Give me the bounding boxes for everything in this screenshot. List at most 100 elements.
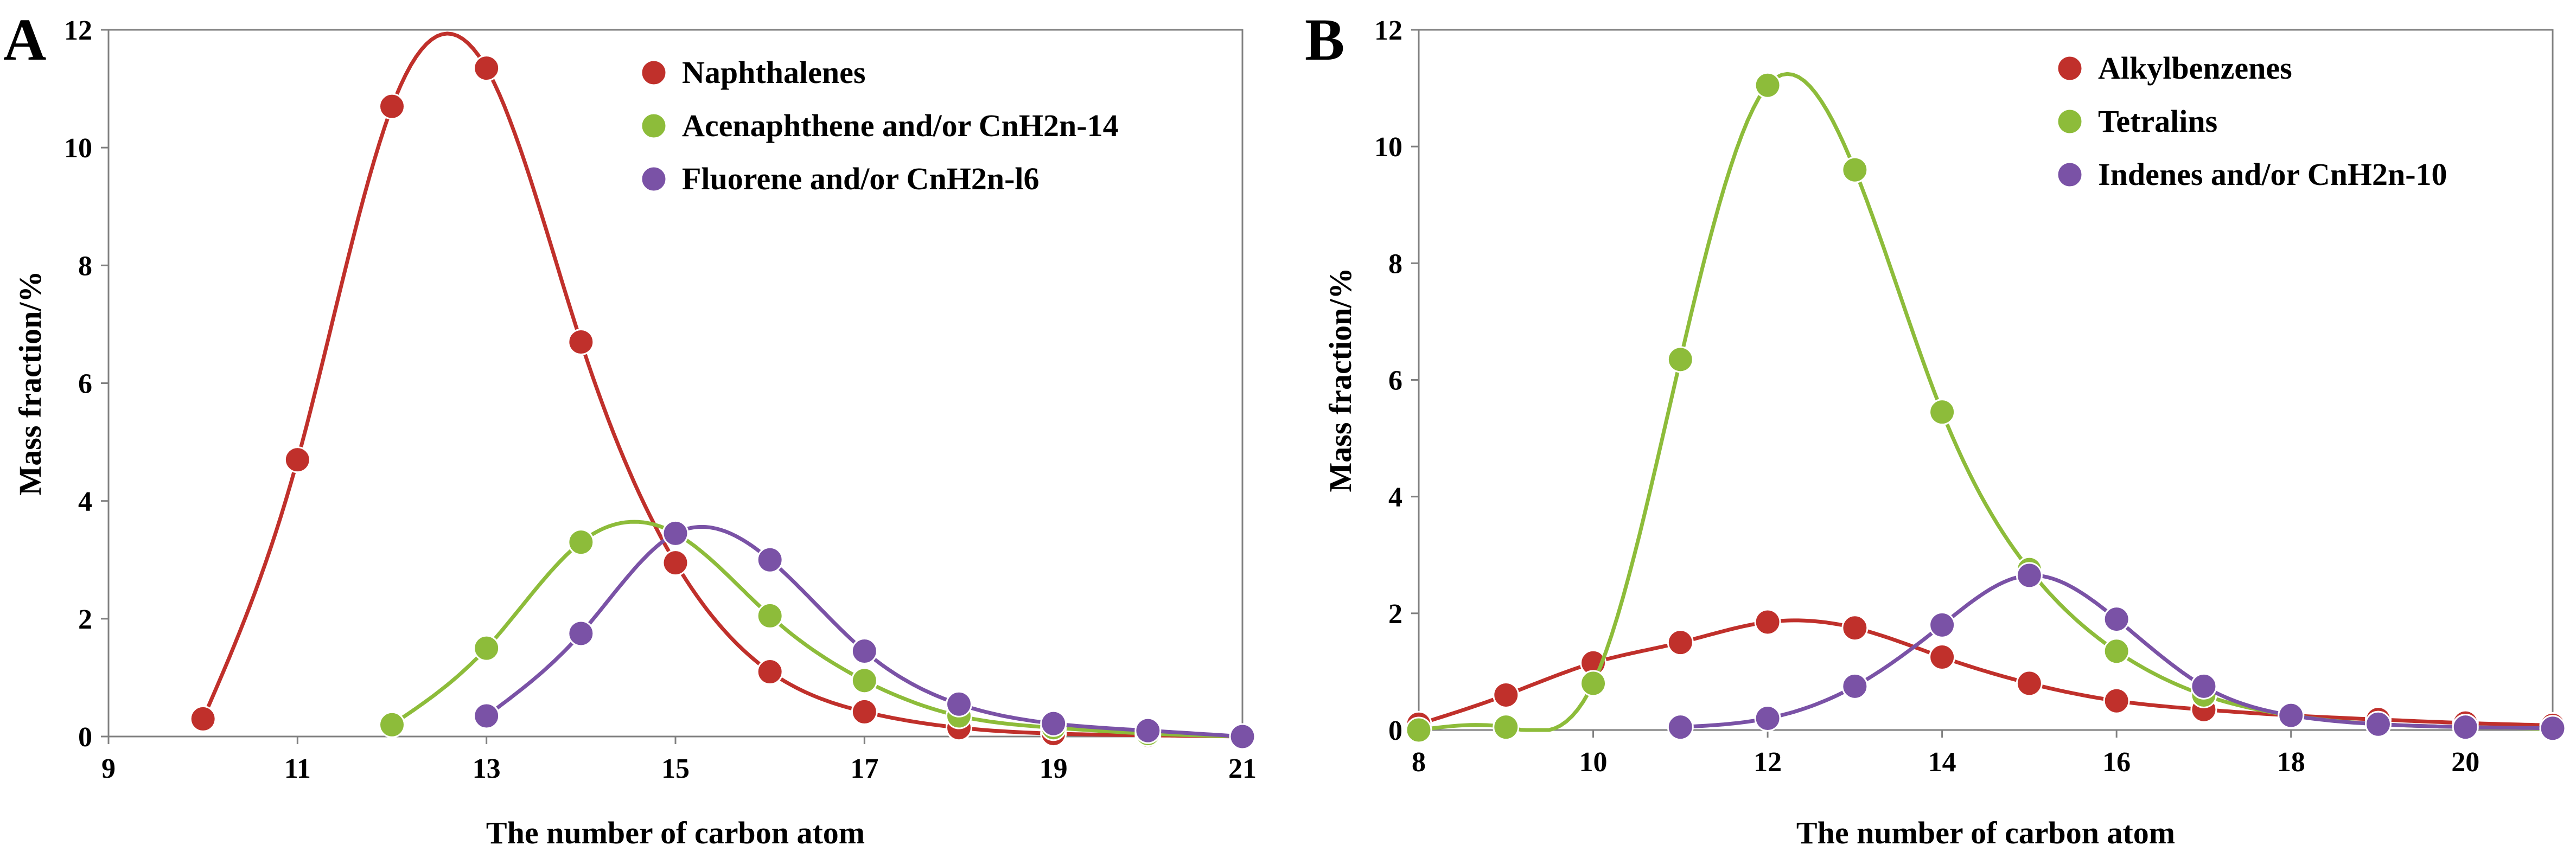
data-point — [2016, 562, 2043, 589]
y-tick-label: 8 — [78, 251, 92, 281]
panel-label: B — [1305, 7, 1344, 73]
y-tick-label: 0 — [78, 722, 92, 753]
data-point — [1667, 629, 1694, 656]
data-point — [756, 546, 783, 573]
x-tick-label: 15 — [661, 753, 690, 784]
data-point — [1667, 714, 1694, 741]
data-point — [1841, 614, 1869, 642]
data-point — [473, 55, 500, 82]
x-tick-label: 8 — [1412, 747, 1426, 778]
x-tick-label: 21 — [1228, 753, 1257, 784]
data-point — [2278, 702, 2305, 729]
data-point — [2539, 715, 2566, 742]
data-point — [1754, 72, 1781, 99]
data-point — [2016, 670, 2043, 697]
data-point — [851, 638, 878, 665]
series-line-1 — [1418, 618, 2553, 727]
y-axis-title: Mass fraction/% — [12, 271, 48, 496]
y-axis-title: Mass fraction/% — [1323, 268, 1358, 492]
x-tick-label: 16 — [2102, 747, 2131, 778]
series-line-1 — [201, 31, 1243, 739]
data-point — [1754, 705, 1781, 732]
legend-marker — [640, 112, 667, 139]
data-point — [2103, 606, 2130, 633]
x-axis-title: The number of carbon atom — [1796, 815, 2175, 850]
data-point — [662, 549, 689, 577]
legend-label: Naphthalenes — [682, 55, 865, 90]
data-point — [568, 529, 595, 556]
y-tick-label: 10 — [1374, 132, 1402, 163]
legend-marker — [2056, 108, 2083, 135]
y-tick-label: 12 — [64, 15, 92, 46]
data-point — [851, 698, 878, 725]
data-point — [1929, 611, 1956, 638]
x-tick-label: 17 — [850, 753, 878, 784]
data-point — [1040, 710, 1067, 737]
x-axis-title: The number of carbon atom — [486, 815, 865, 850]
x-tick-label: 10 — [1579, 747, 1608, 778]
x-tick-label: 9 — [101, 753, 116, 784]
y-tick-label: 4 — [78, 486, 92, 517]
data-point — [2452, 714, 2479, 741]
chart-panel-a: A 0 2 4 6 8 10 12 9 11 13 15 17 19 21 The number of car… — [3, 7, 1257, 850]
data-point — [473, 702, 500, 729]
y-tick-label: 0 — [1388, 715, 1402, 746]
data-point — [1493, 714, 1520, 741]
data-point — [756, 658, 783, 686]
data-point — [756, 602, 783, 629]
legend-label: Fluorene and/or CnH2n-l6 — [682, 161, 1040, 196]
data-point — [1667, 346, 1694, 373]
data-point — [1580, 670, 1607, 697]
legend-label: Alkylbenzenes — [2098, 50, 2292, 86]
plot-frame — [1418, 29, 2554, 731]
data-point — [662, 520, 689, 547]
y-tick-label: 6 — [1388, 366, 1402, 396]
data-point — [1493, 681, 1520, 708]
y-tick-label: 8 — [1388, 248, 1402, 279]
y-tick-label: 2 — [1388, 599, 1402, 630]
legend-marker — [640, 59, 667, 86]
x-tick-label: 19 — [1040, 753, 1068, 784]
y-tick-label: 6 — [78, 369, 92, 400]
data-point — [1929, 399, 1956, 426]
data-point — [2364, 710, 2392, 738]
data-point — [1134, 717, 1162, 744]
data-point — [1754, 609, 1781, 636]
data-point — [568, 328, 595, 355]
y-tick-label: 10 — [64, 133, 92, 164]
panel-label: A — [3, 7, 46, 73]
x-tick-label: 18 — [2277, 747, 2305, 778]
data-point — [1841, 673, 1869, 700]
x-tick-label: 11 — [284, 753, 311, 784]
data-point — [1405, 716, 1432, 744]
legend-marker — [2056, 55, 2083, 82]
data-point — [1929, 644, 1956, 671]
data-point — [379, 711, 405, 738]
x-tick-label: 13 — [473, 753, 501, 784]
data-point — [2103, 638, 2130, 665]
data-point — [189, 705, 216, 732]
data-point — [2190, 673, 2217, 700]
data-point — [2103, 687, 2130, 714]
data-point — [568, 620, 595, 647]
legend-marker — [2056, 161, 2083, 188]
data-point — [379, 93, 405, 120]
x-tick-label: 12 — [1754, 747, 1782, 778]
legend-marker — [640, 165, 667, 193]
chart-panel-b: B 0 2 4 6 8 10 12 8 10 12 14 16 18 20 The number of car… — [1305, 7, 2566, 850]
data-point — [284, 446, 311, 473]
x-tick-label: 14 — [1928, 747, 1956, 778]
legend-label: Tetralins — [2098, 104, 2217, 139]
data-point — [946, 690, 972, 718]
y-tick-label: 4 — [1388, 482, 1402, 513]
data-point — [1841, 156, 1869, 183]
legend-label: Indenes and/or CnH2n-10 — [2098, 157, 2447, 192]
data-point — [1229, 723, 1256, 750]
y-tick-label: 12 — [1374, 15, 1402, 46]
legend-label: Acenaphthene and/or CnH2n-14 — [682, 108, 1119, 143]
data-point — [851, 667, 878, 694]
y-tick-label: 2 — [78, 604, 92, 635]
data-point — [473, 635, 500, 662]
series-line-2 — [391, 520, 1243, 739]
